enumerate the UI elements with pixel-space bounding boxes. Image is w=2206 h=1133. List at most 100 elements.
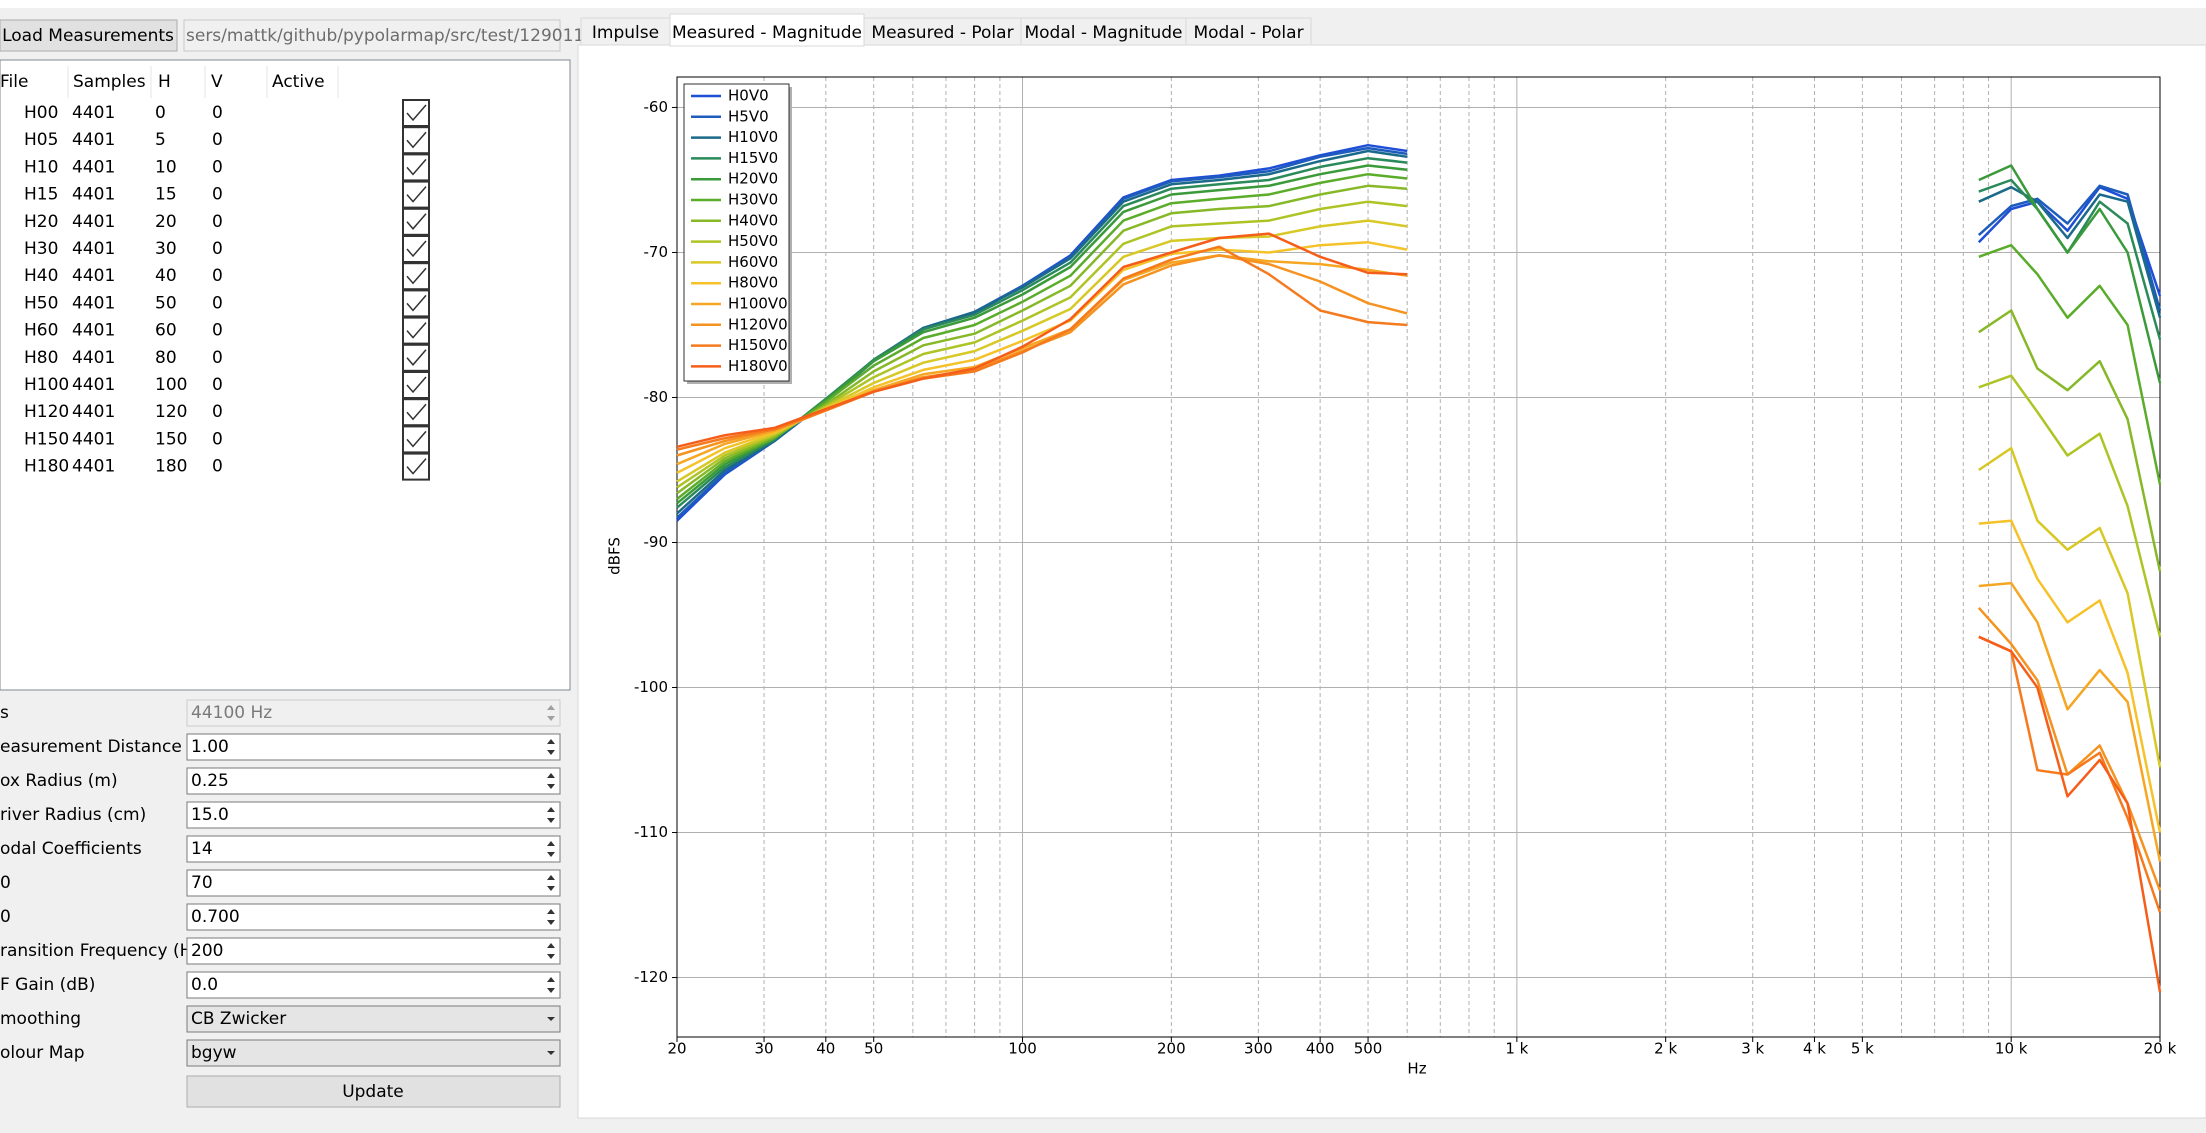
- table-cell: 0: [212, 185, 223, 205]
- series-line: [676, 232, 2162, 993]
- x-tick-label: 200: [1157, 1040, 1186, 1058]
- spin-up[interactable]: [547, 943, 555, 948]
- checkmark: [406, 267, 427, 285]
- spin-box[interactable]: [186, 903, 561, 931]
- checkbox[interactable]: [402, 126, 430, 155]
- checkbox[interactable]: [402, 343, 430, 372]
- spin-up[interactable]: [547, 705, 555, 710]
- table-cell: 150: [155, 429, 187, 449]
- x-tick-label: 20 k: [2144, 1040, 2177, 1058]
- spin-box[interactable]: [186, 733, 561, 761]
- form-value: 200: [191, 941, 223, 961]
- spin-up[interactable]: [547, 807, 555, 812]
- spin-down[interactable]: [547, 750, 555, 755]
- legend-label: H100V0: [728, 295, 788, 313]
- column-header: H: [158, 72, 171, 92]
- dropdown-arrow: [547, 1051, 555, 1055]
- spin-down[interactable]: [547, 818, 555, 823]
- path-field[interactable]: [183, 19, 561, 52]
- table-cell: H30: [24, 239, 58, 259]
- table-cell: 0: [212, 266, 223, 286]
- spin-box[interactable]: [186, 835, 561, 863]
- tab[interactable]: [863, 17, 1022, 46]
- tab[interactable]: [669, 13, 865, 47]
- spin-down[interactable]: [547, 784, 555, 789]
- checkbox[interactable]: [402, 180, 430, 209]
- legend: [683, 83, 790, 382]
- spin-down[interactable]: [547, 716, 555, 721]
- form-label: 0: [0, 907, 11, 927]
- table-cell: 0: [155, 103, 166, 123]
- checkbox[interactable]: [402, 262, 430, 291]
- checkbox[interactable]: [402, 235, 430, 263]
- column-header: V: [211, 72, 223, 92]
- checkbox[interactable]: [402, 153, 430, 182]
- spin-box[interactable]: [186, 971, 561, 999]
- checkbox[interactable]: [402, 371, 430, 399]
- spin-box[interactable]: [186, 937, 561, 965]
- spin-down[interactable]: [547, 852, 555, 857]
- tab[interactable]: [1185, 17, 1312, 46]
- spin-up[interactable]: [547, 875, 555, 880]
- load-button[interactable]: [0, 19, 178, 52]
- x-tick-label: 3 k: [1741, 1040, 1764, 1058]
- legend-label: H40V0: [728, 211, 778, 229]
- checkmark: [406, 430, 427, 448]
- table-cell: 0: [212, 321, 223, 341]
- table-cell: 4401: [72, 130, 115, 150]
- combo-box[interactable]: [186, 1005, 561, 1033]
- tab-label: Impulse: [592, 23, 659, 43]
- table-cell: 4401: [72, 266, 115, 286]
- spin-box[interactable]: [186, 869, 561, 897]
- combo-box[interactable]: [186, 1039, 561, 1067]
- spin-up[interactable]: [547, 909, 555, 914]
- table-cell: 10: [155, 157, 177, 177]
- checkbox[interactable]: [402, 425, 430, 454]
- legend-label: H180V0: [728, 357, 788, 375]
- x-axis-label: Hz: [1407, 1060, 1426, 1078]
- form-value: 44100 Hz: [191, 703, 272, 723]
- table-cell: 30: [155, 239, 177, 259]
- spin-box[interactable]: [186, 767, 561, 795]
- table-cell: H100: [24, 375, 69, 395]
- top-strip: [0, 0, 2206, 8]
- y-tick-label: -70: [644, 243, 669, 261]
- checkmark: [406, 240, 427, 258]
- spin-up[interactable]: [547, 739, 555, 744]
- form-label: odal Coefficients: [0, 839, 142, 859]
- y-tick-label: -60: [644, 98, 669, 116]
- update-button[interactable]: [186, 1075, 561, 1108]
- tab[interactable]: [1020, 17, 1187, 46]
- spin-down[interactable]: [547, 920, 555, 925]
- table-cell: 180: [155, 457, 187, 477]
- table-cell: 0: [212, 429, 223, 449]
- table-cell: 4401: [72, 239, 115, 259]
- spin-down[interactable]: [547, 886, 555, 891]
- x-tick-label: 400: [1306, 1040, 1335, 1058]
- x-tick-label: 40: [816, 1040, 835, 1058]
- table-cell: 0: [212, 157, 223, 177]
- checkbox[interactable]: [402, 289, 430, 318]
- x-tick-label: 300: [1244, 1040, 1273, 1058]
- checkbox[interactable]: [402, 99, 430, 127]
- spin-down[interactable]: [547, 988, 555, 993]
- table-cell: 100: [155, 375, 187, 395]
- spin-box[interactable]: [186, 801, 561, 829]
- checkbox[interactable]: [402, 452, 430, 481]
- measurement-table: [0, 59, 571, 691]
- spin-up[interactable]: [547, 841, 555, 846]
- checkbox[interactable]: [402, 207, 430, 236]
- spin-up[interactable]: [547, 977, 555, 982]
- checkbox[interactable]: [402, 316, 430, 345]
- table-cell: H40: [24, 266, 58, 286]
- column-header: File: [0, 72, 28, 92]
- table-cell: 4401: [72, 457, 115, 477]
- spin-box[interactable]: [186, 699, 561, 727]
- form-label: moothing: [0, 1009, 81, 1029]
- path-text: sers/mattk/github/pypolarmap/src/test/12…: [186, 26, 635, 46]
- checkbox[interactable]: [402, 398, 430, 427]
- column-header: Samples: [73, 72, 146, 92]
- spin-down[interactable]: [547, 954, 555, 959]
- spin-up[interactable]: [547, 773, 555, 778]
